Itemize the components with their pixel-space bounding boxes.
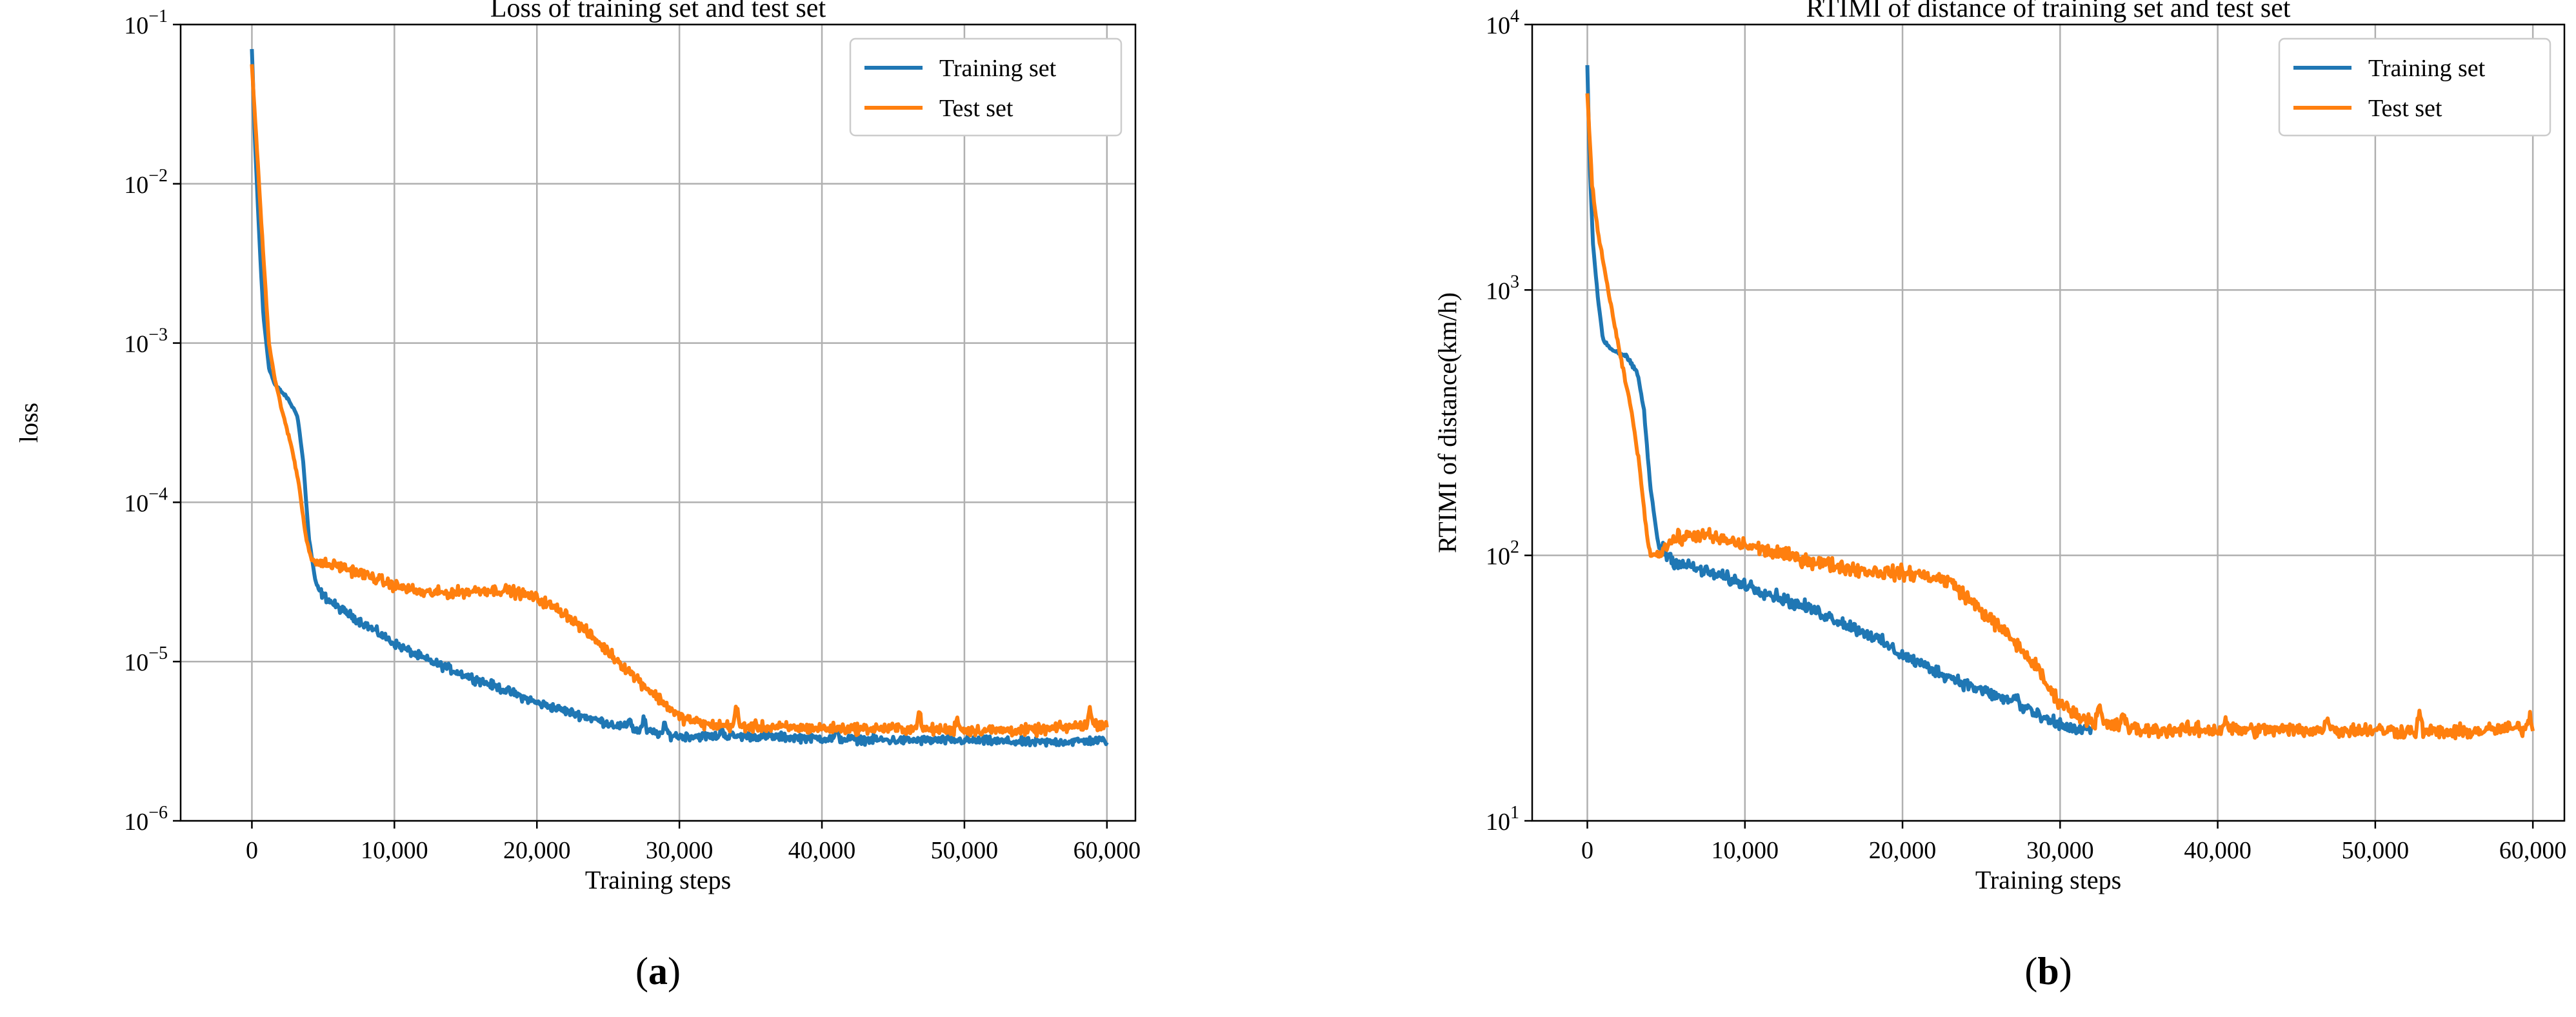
series-line-training-set (1585, 65, 2093, 736)
x-axis: 0 10,000 20,000 30,000 40,000 50,000 60,000 (246, 821, 1141, 864)
x-tick-label: 30,000 (2026, 837, 2094, 864)
series-line-training-set (250, 48, 1109, 748)
x-tick-label: 40,000 (2184, 837, 2252, 864)
y-axis-label: loss (14, 403, 43, 443)
y-tick-label: 10−4 (124, 484, 168, 517)
y-tick-label: 101 (1486, 803, 1519, 836)
x-tick-label: 10,000 (361, 837, 428, 864)
chart-title: Loss of training set and test set (490, 0, 826, 23)
panel-label: (a) (635, 950, 681, 992)
x-tick-label: 40,000 (788, 837, 856, 864)
legend-label-test-set: Test set (939, 95, 1013, 122)
y-axis: 101 102 103 104 (1486, 6, 1532, 836)
y-axis-label: RTIMI of distance(km/h) (1433, 292, 1462, 553)
x-axis: 0 10,000 20,000 30,000 40,000 50,000 60,000 (1581, 821, 2566, 864)
legend-box (849, 37, 1123, 137)
y-tick-label: 10−2 (124, 166, 168, 199)
y-tick-label: 103 (1486, 272, 1519, 305)
series-line-test-set (250, 64, 1109, 738)
x-tick-label: 60,000 (2499, 837, 2567, 864)
plot-frame (179, 23, 1137, 822)
x-tick-label: 20,000 (1869, 837, 1937, 864)
x-tick-label: 0 (1581, 837, 1593, 864)
x-tick-label: 60,000 (1073, 837, 1141, 864)
legend: Training set Test set (2278, 37, 2551, 137)
y-tick-label: 10−1 (124, 6, 168, 39)
series-line-test-set (1585, 93, 2535, 741)
legend-label-training-set: Training set (939, 55, 1057, 82)
chart-panel-a: 0 10,000 20,000 30,000 40,000 50,000 60,000 10−… (14, 0, 1141, 992)
x-tick-label: 20,000 (503, 837, 571, 864)
y-tick-label: 10−6 (124, 803, 168, 836)
chart-title: RTIMI of distance of training set and te… (1806, 0, 2291, 23)
legend-box (2278, 37, 2551, 137)
x-tick-label: 0 (246, 837, 258, 864)
panel-label: (b) (2024, 950, 2072, 992)
y-tick-label: 10−3 (124, 325, 168, 358)
x-tick-label: 50,000 (2342, 837, 2410, 864)
x-tick-label: 10,000 (1712, 837, 1779, 864)
x-tick-label: 50,000 (931, 837, 999, 864)
chart-panel-b: 0 10,000 20,000 30,000 40,000 50,000 60,000 101… (1433, 0, 2566, 992)
legend-label-test-set: Test set (2368, 95, 2442, 122)
legend: Training set Test set (849, 37, 1123, 137)
plot-frame (1531, 23, 2566, 822)
x-axis-label: Training steps (585, 865, 731, 894)
y-tick-label: 10−5 (124, 643, 168, 676)
grid-lines (1532, 23, 2564, 822)
y-tick-label: 104 (1486, 6, 1519, 39)
y-tick-label: 102 (1486, 538, 1519, 570)
legend-label-training-set: Training set (2368, 55, 2486, 82)
x-tick-label: 30,000 (646, 837, 714, 864)
y-axis: 10−6 10−5 10−4 10−3 10−2 10−1 (124, 6, 181, 836)
x-axis-label: Training steps (1975, 865, 2121, 894)
